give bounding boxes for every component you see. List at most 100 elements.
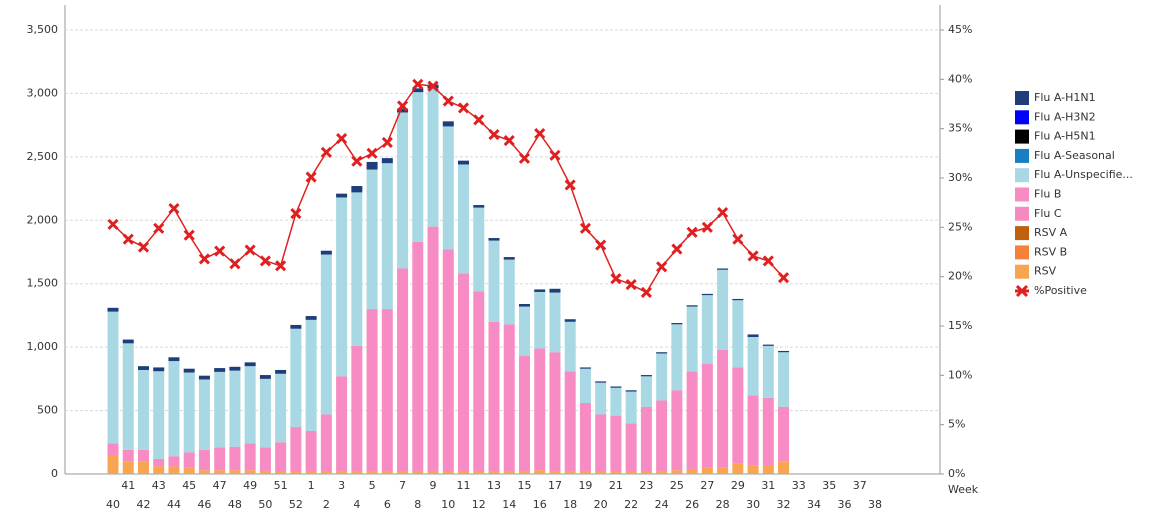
bar-segment bbox=[290, 324, 302, 329]
bar-segment bbox=[214, 470, 226, 474]
legend-swatch bbox=[1015, 187, 1029, 202]
legend-label: Flu A-Unspecifie... bbox=[1034, 168, 1133, 181]
y2-tick-label: 20% bbox=[948, 270, 972, 283]
bar-segment bbox=[320, 471, 332, 474]
x-tick-label: 24 bbox=[655, 498, 669, 511]
x-tick-label: 23 bbox=[639, 479, 653, 492]
x-tick-label: 33 bbox=[792, 479, 806, 492]
bar-segment bbox=[397, 268, 409, 472]
y-tick-label: 3,500 bbox=[27, 23, 59, 36]
bar-segment bbox=[412, 92, 424, 242]
x-tick-label: 42 bbox=[136, 498, 150, 511]
x-tick-label: 34 bbox=[807, 498, 821, 511]
x-tick-label: 20 bbox=[594, 498, 608, 511]
bar-segment bbox=[381, 158, 393, 164]
bar-segment bbox=[198, 449, 210, 471]
bar-segment bbox=[732, 367, 744, 464]
legend-label: Flu C bbox=[1034, 207, 1062, 220]
bar-segment bbox=[351, 471, 363, 474]
x-tick-label: 26 bbox=[685, 498, 699, 511]
bar-segment bbox=[244, 362, 256, 367]
legend-label: Flu B bbox=[1034, 188, 1061, 201]
legend-swatch bbox=[1015, 284, 1029, 298]
line-marker bbox=[625, 278, 637, 291]
line-marker bbox=[777, 272, 790, 284]
bar-segment bbox=[549, 288, 561, 293]
bar-segment bbox=[153, 466, 165, 474]
bar-segment bbox=[336, 471, 348, 474]
line-marker bbox=[396, 100, 409, 112]
bar-segment bbox=[214, 371, 226, 448]
bar-segment bbox=[686, 306, 698, 372]
line-marker bbox=[198, 253, 211, 265]
y2-tick-label: 15% bbox=[948, 319, 972, 332]
bar-segment bbox=[320, 414, 332, 472]
bar-segment bbox=[579, 367, 591, 369]
bar-segment bbox=[397, 108, 409, 113]
line-marker bbox=[442, 95, 454, 107]
y2-tick-label: 0% bbox=[948, 467, 965, 480]
legend-swatch bbox=[1015, 91, 1029, 105]
bar-segment bbox=[534, 289, 546, 292]
bar-segment bbox=[686, 371, 698, 469]
x-tick-label: 50 bbox=[258, 498, 272, 511]
bar-segment bbox=[366, 309, 378, 472]
x-tick-label: 22 bbox=[624, 498, 638, 511]
bar-segment bbox=[458, 164, 470, 274]
bar-segment bbox=[671, 324, 683, 391]
x-tick-label: 17 bbox=[548, 479, 562, 492]
bar-segment bbox=[686, 468, 698, 474]
bar-segment bbox=[518, 356, 530, 472]
legend-swatch bbox=[1015, 110, 1029, 125]
bar-segment bbox=[259, 378, 271, 448]
y-tick-label: 2,000 bbox=[27, 213, 59, 226]
bar-segment bbox=[122, 339, 134, 344]
y-tick-label: 500 bbox=[37, 404, 58, 417]
x-tick-label: 44 bbox=[167, 498, 181, 511]
line-marker bbox=[305, 171, 317, 183]
bar-segment bbox=[549, 471, 561, 474]
x-tick-label: 51 bbox=[274, 479, 288, 492]
x-tick-label: 32 bbox=[777, 498, 791, 511]
line-marker bbox=[656, 261, 668, 273]
y-tick-label: 0 bbox=[51, 467, 58, 480]
bar-segment bbox=[351, 345, 363, 472]
x-tick-label: 47 bbox=[213, 479, 227, 492]
y2-tick-label: 35% bbox=[948, 122, 972, 135]
bar-segment bbox=[290, 328, 302, 428]
legend-swatch bbox=[1015, 168, 1029, 183]
bar-segment bbox=[656, 353, 668, 401]
bar-segment bbox=[518, 304, 530, 307]
x-tick-label: 16 bbox=[533, 498, 547, 511]
x-tick-label: 29 bbox=[731, 479, 745, 492]
bar-segment bbox=[610, 387, 622, 416]
x-tick-label: 49 bbox=[243, 479, 257, 492]
bar-segment bbox=[640, 375, 652, 377]
legend-swatch bbox=[1015, 206, 1029, 221]
x-tick-label: 35 bbox=[822, 479, 836, 492]
bar-segment bbox=[290, 471, 302, 474]
x-tick-label: 8 bbox=[414, 498, 421, 511]
x-tick-label: 4 bbox=[353, 498, 360, 511]
bar-segment bbox=[701, 363, 713, 468]
y-tick-label: 3,000 bbox=[27, 86, 59, 99]
line-marker bbox=[122, 233, 134, 245]
line-marker bbox=[534, 128, 546, 140]
bar-segment bbox=[640, 406, 652, 472]
bar-segment bbox=[701, 293, 713, 296]
bar-segment bbox=[747, 336, 759, 396]
bar-segment bbox=[153, 367, 165, 372]
bar-segment bbox=[671, 390, 683, 471]
bar-segment bbox=[442, 121, 454, 127]
legend-label: RSV B bbox=[1034, 245, 1067, 258]
bar-segment bbox=[762, 344, 774, 346]
bar-segment bbox=[107, 443, 119, 455]
bar-segment bbox=[275, 373, 287, 443]
x-tick-label: 25 bbox=[670, 479, 684, 492]
line-marker bbox=[518, 152, 531, 164]
line-marker bbox=[747, 250, 759, 262]
line-marker bbox=[457, 102, 470, 114]
line-marker bbox=[671, 243, 683, 255]
bar-segment bbox=[214, 368, 226, 372]
x-tick-label: 21 bbox=[609, 479, 623, 492]
